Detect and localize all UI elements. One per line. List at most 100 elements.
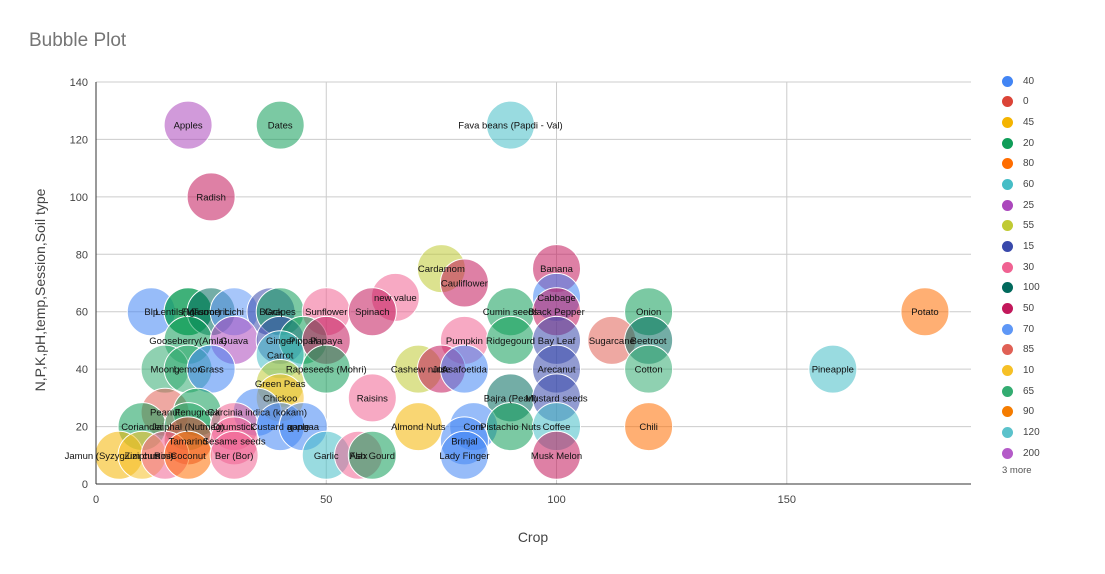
bubble-label: Pumpkin [446, 336, 483, 347]
bubble[interactable] [485, 100, 535, 150]
bubble[interactable] [347, 430, 397, 480]
bubble-label: Cashew nuts [391, 365, 446, 376]
bubble[interactable] [163, 100, 213, 150]
legend-swatch [1002, 96, 1013, 108]
bubble-label: Potato [911, 307, 938, 318]
bubble-label: Sesame seeds [203, 436, 266, 447]
legend-swatch [1002, 137, 1013, 149]
legend-entry[interactable]: 55 [1002, 216, 1102, 237]
bubble-label: Onion [636, 307, 661, 318]
bubble[interactable] [301, 344, 351, 394]
legend-entry[interactable]: 50 [1002, 298, 1102, 319]
bubble-label: Black Pepper [528, 307, 585, 318]
legend-entry[interactable]: 65 [1002, 381, 1102, 402]
bubble-label: Almond Nuts [391, 422, 446, 433]
bubble[interactable] [347, 373, 397, 423]
legend-swatch [1002, 75, 1013, 87]
legend-swatch [1002, 426, 1013, 438]
bubble-label: Lady Finger [439, 451, 489, 462]
legend-label: 10 [1023, 365, 1035, 377]
legend-entry[interactable]: 85 [1002, 340, 1102, 361]
legend-entry[interactable]: 10 [1002, 360, 1102, 381]
bubble-label: Peanut [150, 408, 180, 419]
legend-swatch [1002, 158, 1013, 170]
legend-label: 120 [1023, 426, 1040, 438]
axes: 0 20 40 60 80 100 120 140 0 50 100 150 [70, 77, 971, 506]
bubble-label: Corn [463, 422, 484, 433]
legend-label: 70 [1023, 323, 1035, 335]
bubble-labels: Apples Dates Fava beans (Papdi - Val) Radis… [65, 121, 939, 462]
legend-entry[interactable]: 15 [1002, 236, 1102, 257]
bubble-label: Green Peas [255, 379, 306, 390]
legend-label: 30 [1023, 261, 1035, 273]
legend-label: 0 [1023, 96, 1029, 108]
bubble-label: Arecanut [538, 365, 576, 376]
bubble-label: Cauliflower [441, 279, 488, 290]
bubble[interactable] [624, 344, 674, 394]
bubble[interactable] [808, 344, 858, 394]
bubble-label: Radish [196, 192, 226, 203]
bubble-label: Raisins [357, 393, 388, 404]
legend-entry[interactable]: 40 [1002, 71, 1102, 92]
legend-label: 65 [1023, 385, 1035, 397]
bubble-label: Lichi [224, 307, 244, 318]
bubble[interactable] [393, 402, 443, 452]
bubble-series [94, 100, 950, 480]
bubble-label: Bay Leaf [538, 336, 576, 347]
y-tick-label: 140 [70, 77, 88, 89]
bubble-label: Ridgegourd [486, 336, 535, 347]
bubble[interactable] [532, 430, 582, 480]
legend-label: 15 [1023, 241, 1035, 253]
bubble[interactable] [186, 172, 236, 222]
legend-entry[interactable]: 25 [1002, 195, 1102, 216]
legend-entry[interactable]: 80 [1002, 154, 1102, 175]
bubble[interactable] [255, 100, 305, 150]
bubble[interactable] [624, 402, 674, 452]
legend-swatch [1002, 323, 1013, 335]
bubble[interactable] [439, 258, 489, 308]
bubble[interactable] [439, 430, 489, 480]
legend-label: 25 [1023, 199, 1035, 211]
legend-label: 60 [1023, 179, 1035, 191]
bubble[interactable] [347, 287, 397, 337]
bubble-label: Chickoo [263, 393, 297, 404]
bubble[interactable] [900, 287, 950, 337]
legend-label: 80 [1023, 158, 1035, 170]
bubble-label: Asafoetida [442, 365, 488, 376]
legend-entry[interactable]: 60 [1002, 174, 1102, 195]
bubble-label: Garcinia indica (kokam) [207, 408, 307, 419]
bubble-label: Pippali [289, 336, 318, 347]
y-tick-label: 40 [76, 364, 88, 376]
legend-label: 20 [1023, 137, 1035, 149]
legend-entry[interactable]: 100 [1002, 278, 1102, 299]
bubble-label: Carrot [267, 350, 294, 361]
legend-entry[interactable]: 20 [1002, 133, 1102, 154]
legend-entry[interactable]: 0 [1002, 92, 1102, 113]
legend-entry[interactable]: 30 [1002, 257, 1102, 278]
x-tick-label: 0 [93, 494, 99, 506]
legend-entry[interactable]: 90 [1002, 402, 1102, 423]
bubble-label: Dates [268, 121, 293, 132]
legend-label: 200 [1023, 447, 1040, 459]
legend-entry[interactable]: 120 [1002, 422, 1102, 443]
legend-entry[interactable]: 200 [1002, 443, 1102, 464]
bubble-label: Gooseberry(Amla) [149, 336, 227, 347]
bubble-label: Custard apple [251, 422, 310, 433]
legend-label: 90 [1023, 406, 1035, 418]
y-axis-title: N,P,K,pH,temp,Session,Soil type [32, 188, 48, 391]
legend-entry[interactable]: 45 [1002, 112, 1102, 133]
bubble-label: Blp [144, 307, 158, 318]
bubble[interactable] [439, 344, 489, 394]
bubble-label: Pineapple [812, 365, 854, 376]
legend-entry[interactable]: 70 [1002, 319, 1102, 340]
bubble-label: Mustard seeds [525, 393, 588, 404]
bubble[interactable] [209, 430, 259, 480]
y-tick-label: 100 [70, 192, 88, 204]
legend-swatch [1002, 117, 1013, 129]
y-tick-label: 20 [76, 422, 88, 434]
bubble-label: Garlic [314, 451, 339, 462]
bubble-label: Spinach [355, 307, 389, 318]
legend-more-link[interactable]: 3 more [1002, 465, 1032, 477]
chart-title: Bubble Plot [29, 30, 127, 51]
